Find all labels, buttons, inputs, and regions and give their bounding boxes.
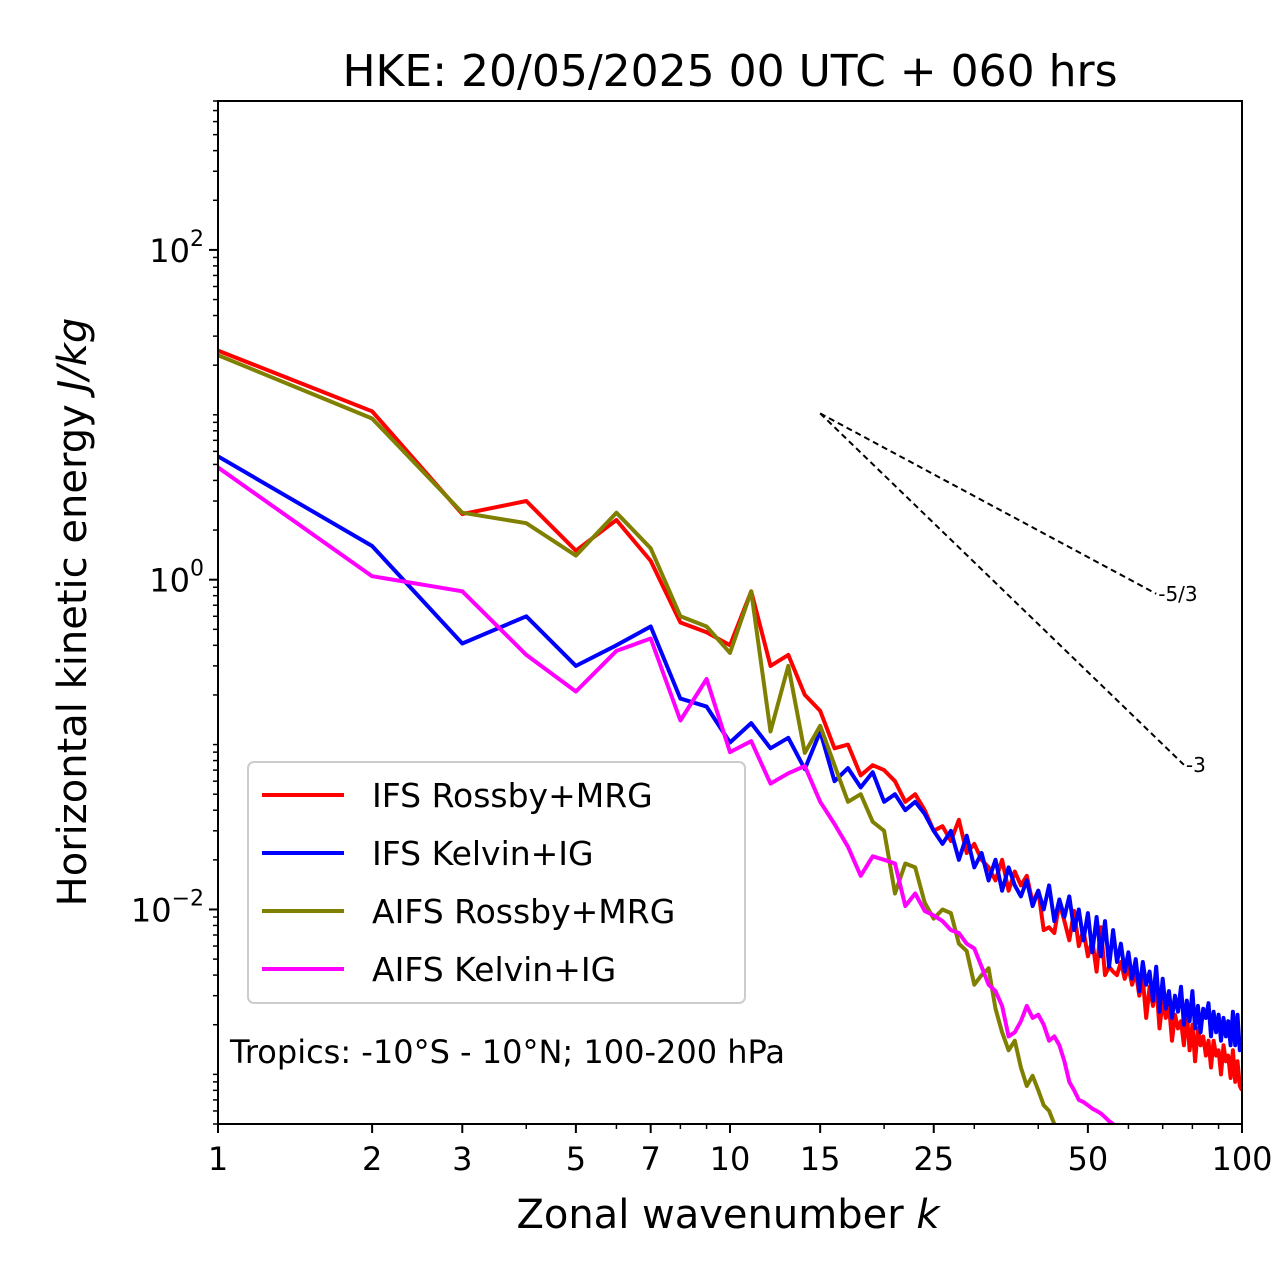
x-tick-label: 1 [208, 1140, 228, 1178]
series-layer [218, 348, 1242, 1124]
y-tick-label: 100 [149, 557, 204, 600]
legend-items: IFS Rossby+MRG IFS Kelvin+IG AIFS Rossby+M… [262, 776, 675, 989]
x-tick-label: 50 [1068, 1140, 1109, 1178]
y-axis-label: Horizontal kinetic energy J/kg [50, 318, 96, 907]
reference-slope-line [819, 412, 1185, 766]
x-tick-label: 2 [362, 1140, 382, 1178]
legend-label-aifs-rossby-mrg: AIFS Rossby+MRG [372, 892, 675, 931]
y-axis-label-text: Horizontal kinetic energy [50, 404, 96, 906]
y-tick-label: 102 [149, 227, 204, 270]
reference-slope-label: -3 [1186, 753, 1206, 777]
legend-label-ifs-rossby-mrg: IFS Rossby+MRG [372, 776, 653, 815]
x-tick-label: 10 [710, 1140, 751, 1178]
series-line-aifs-kelvin-ig [218, 465, 1117, 1124]
x-tick-label: 5 [566, 1140, 586, 1178]
legend-label-ifs-kelvin-ig: IFS Kelvin+IG [372, 834, 594, 873]
legend-box [247, 761, 746, 1004]
reference-slope-label: -5/3 [1158, 582, 1197, 606]
x-tick-label: 3 [452, 1140, 472, 1178]
x-tick-label: 25 [913, 1140, 954, 1178]
y-axis-label-units: J/kg [50, 318, 96, 399]
series-line-aifs-rossby-mrg [218, 353, 1057, 1124]
x-axis-label: Zonal wavenumber k [516, 1192, 941, 1238]
legend-label-aifs-kelvin-ig: AIFS Kelvin+IG [372, 950, 616, 989]
x-axis-label-var: k [916, 1192, 941, 1238]
reference-slope-line [819, 412, 1157, 595]
region-annotation: Tropics: -10°S - 10°N; 100-200 hPa [229, 1033, 785, 1071]
chart-title: HKE: 20/05/2025 00 UTC + 060 hrs [342, 46, 1117, 97]
x-tick-label: 15 [800, 1140, 841, 1178]
x-axis-label-text: Zonal wavenumber [516, 1192, 904, 1238]
series-line-ifs-kelvin-ig [218, 454, 1242, 1053]
x-tick-label: 100 [1211, 1140, 1272, 1178]
legend: IFS Rossby+MRG IFS Kelvin+IG AIFS Rossby+M… [247, 761, 746, 1004]
y-tick-label: 10−2 [131, 886, 204, 929]
reference-slopes: -5/3 -3 [819, 412, 1206, 777]
x-tick-label: 7 [641, 1140, 661, 1178]
y-axis-ticks: 10−2 100 102 [131, 100, 218, 1125]
x-axis-ticks: 1 2 3 5 7 10 15 25 50 100 [208, 1124, 1273, 1178]
